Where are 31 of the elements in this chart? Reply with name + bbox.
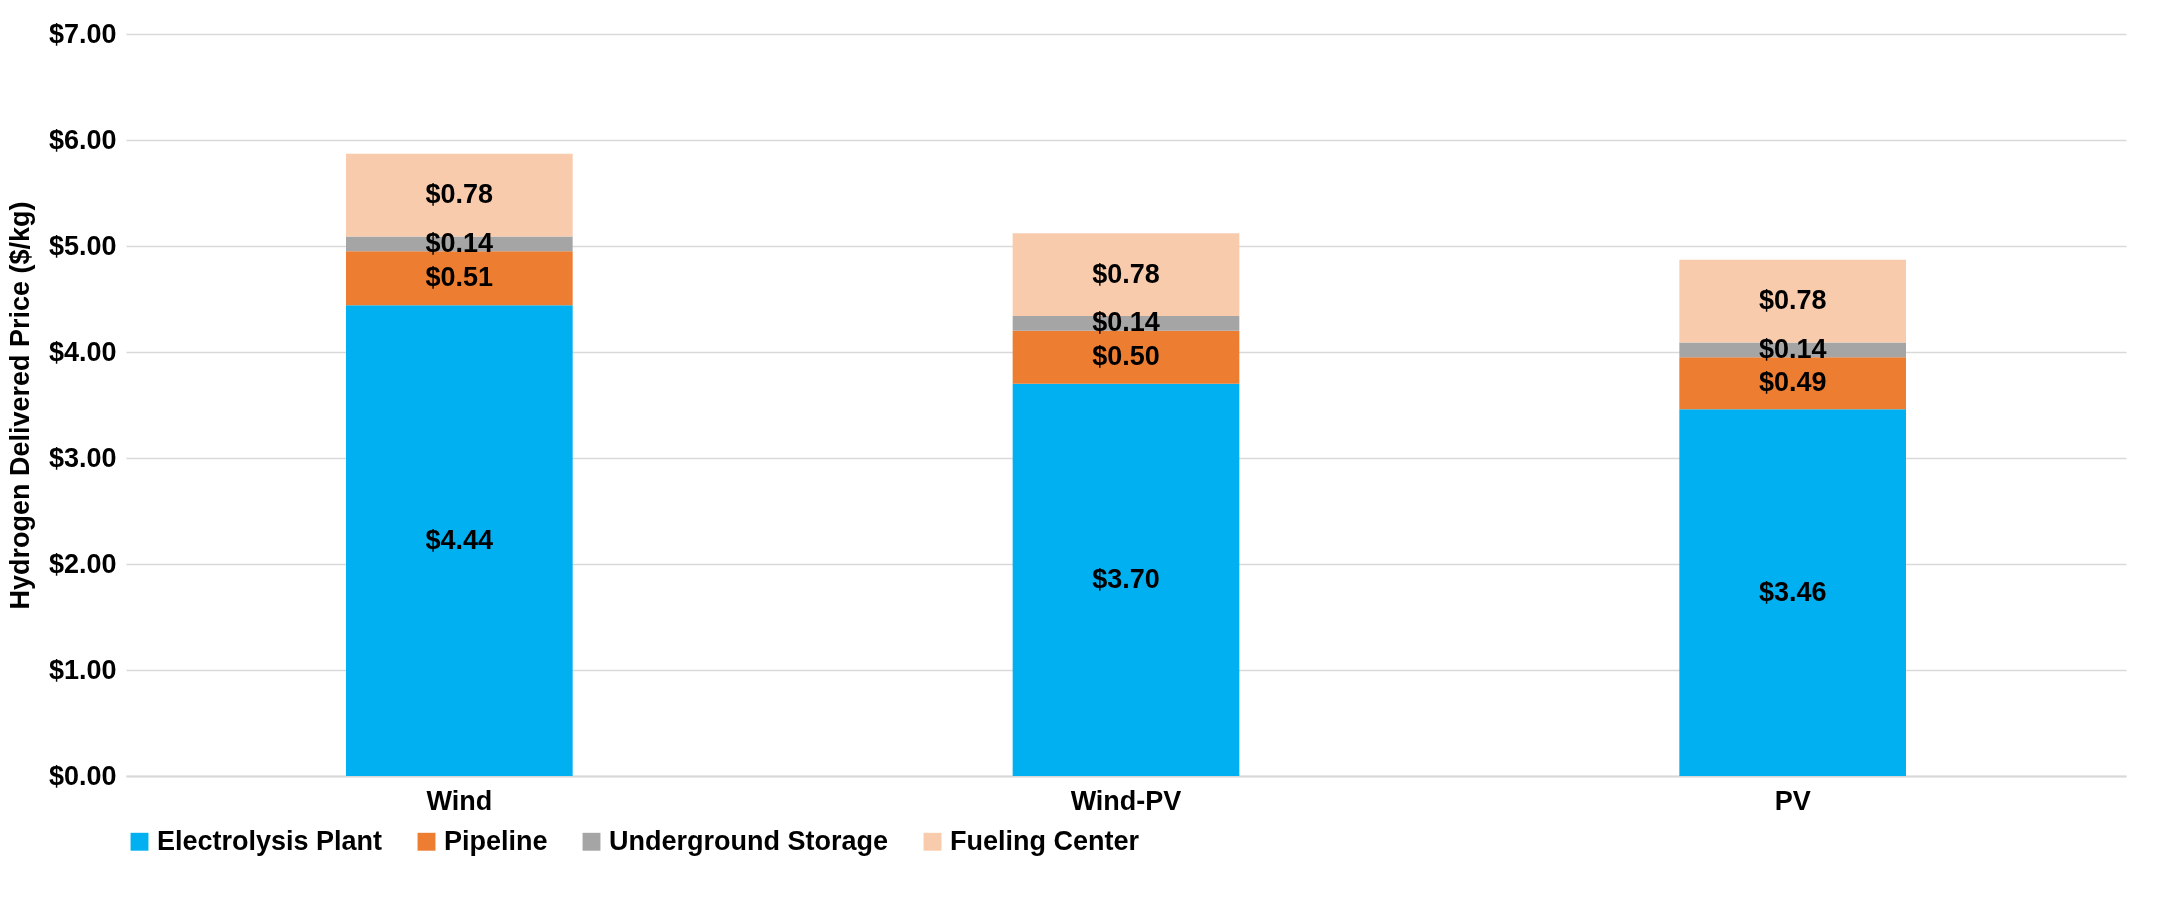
y-tick-label: $0.00 <box>48 760 117 791</box>
y-tick-label: $7.00 <box>48 18 117 49</box>
data-label: $0.49 <box>1758 367 1827 398</box>
data-label: $3.70 <box>1092 563 1160 594</box>
data-label: $0.14 <box>1092 307 1160 338</box>
data-label: $3.46 <box>1758 576 1827 607</box>
y-tick-label: $6.00 <box>48 124 117 155</box>
data-label: $0.78 <box>1092 258 1160 289</box>
bar <box>346 305 573 776</box>
x-tick-label: PV <box>1774 785 1811 816</box>
data-label: $0.14 <box>1758 333 1827 364</box>
bar <box>1679 409 1906 776</box>
legend-label: Pipeline <box>444 825 548 856</box>
legend-label: Fueling Center <box>950 825 1140 856</box>
data-label: $0.78 <box>425 179 494 210</box>
y-tick-label: $1.00 <box>48 654 117 685</box>
legend-label: Electrolysis Plant <box>157 825 383 856</box>
x-tick-label: Wind-PV <box>1070 785 1182 816</box>
y-tick-label: $2.00 <box>48 548 117 579</box>
data-label: $0.14 <box>425 227 494 258</box>
bar <box>1012 383 1240 776</box>
data-label: $0.50 <box>1092 341 1160 372</box>
y-tick-label: $5.00 <box>48 230 117 261</box>
y-tick-label: $4.00 <box>48 336 117 367</box>
legend-label: Underground Storage <box>609 825 889 856</box>
data-label: $0.78 <box>1758 285 1827 316</box>
data-label: $0.51 <box>425 262 494 293</box>
x-tick-label: Wind <box>426 785 493 816</box>
y-axis-title: Hydrogen Delivered Price ($/kg) <box>4 201 35 610</box>
data-label: $4.44 <box>425 524 494 555</box>
y-tick-label: $3.00 <box>48 442 117 473</box>
